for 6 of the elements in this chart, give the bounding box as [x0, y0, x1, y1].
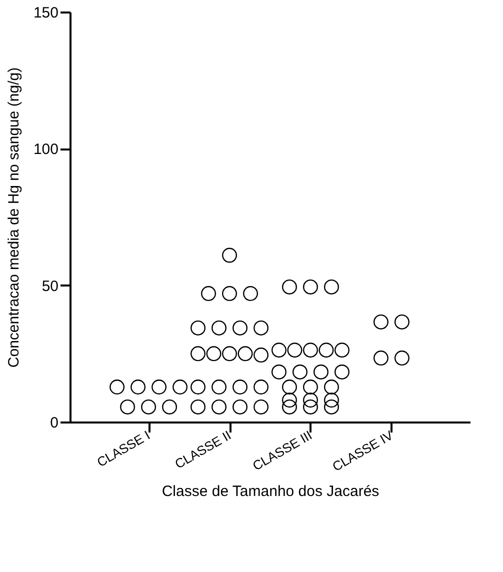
y-tick-label: 100: [33, 141, 58, 158]
y-tick-label: 0: [50, 414, 58, 432]
y-axis-title: Concentracao media de Hg no sangue (ng/g): [5, 67, 22, 368]
y-tick-label: 50: [42, 278, 58, 295]
y-tick-label: 150: [33, 4, 58, 22]
x-axis-title: Classe de Tamanho dos Jacarés: [162, 483, 380, 500]
